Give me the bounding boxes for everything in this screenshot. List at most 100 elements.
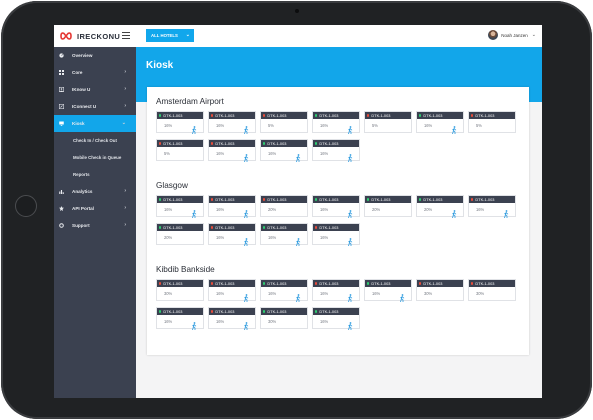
kiosk-tile[interactable]: DTK-1-003 16% xyxy=(416,111,464,135)
walking-person-icon xyxy=(347,317,353,331)
status-dot-icon xyxy=(159,198,162,201)
kiosk-tile[interactable]: DTK-1-003 30% xyxy=(416,279,464,301)
hotel-selector[interactable]: ALL HOTELS ⌄ xyxy=(146,29,194,42)
kiosk-tile[interactable]: DTK-1-003 5% xyxy=(156,139,204,161)
walking-person-icon xyxy=(295,149,301,163)
kiosk-tile[interactable]: DTK-1-003 16% xyxy=(260,223,308,247)
sidebar-item-core[interactable]: Core › xyxy=(54,64,136,81)
sidebar-item-overview[interactable]: Overview xyxy=(54,47,136,64)
sidebar-item-iknow-u[interactable]: IKnow U › xyxy=(54,81,136,98)
sidebar-item-kiosk[interactable]: Kiosk ⌄ xyxy=(54,115,136,132)
kiosk-level: 16% xyxy=(216,319,225,324)
kiosk-tile[interactable]: DTK-1-003 16% xyxy=(208,223,256,247)
sidebar-subitem-mobile-check-in-queue[interactable]: Mobile Check in Queue xyxy=(73,155,122,160)
kiosk-tile[interactable]: DTK-1-003 16% xyxy=(260,139,308,163)
kiosk-tile[interactable]: DTK-1-003 16% xyxy=(312,111,360,135)
kiosk-panel: Amsterdam Airport DTK-1-003 16% DTK-1-003 16… xyxy=(147,87,529,355)
kiosk-tile-header: DTK-1-003 xyxy=(209,224,255,231)
kiosk-tile[interactable]: DTK-1-003 5% xyxy=(364,111,412,133)
kiosk-tile[interactable]: DTK-1-003 20% xyxy=(416,195,464,219)
sidebar-item-label: Support xyxy=(72,223,90,228)
chevron-right-icon: › xyxy=(124,222,126,228)
sidebar-item-iconnect-u[interactable]: IConnect U › xyxy=(54,98,136,115)
sidebar-item-label: API Portal xyxy=(72,206,94,211)
sidebar: Overview Core › IKnow U › IConnect U › Kiosk ⌄ Ch… xyxy=(54,47,136,398)
kiosk-id: DTK-1-003 xyxy=(371,197,391,202)
status-dot-icon xyxy=(263,226,266,229)
kiosk-tile-header: DTK-1-003 xyxy=(365,280,411,287)
walking-person-icon xyxy=(243,289,249,303)
kiosk-id: DTK-1-003 xyxy=(423,197,443,202)
kiosk-tile-header: DTK-1-003 xyxy=(313,308,359,315)
link-icon xyxy=(59,104,64,109)
kiosk-tile-header: DTK-1-003 xyxy=(209,280,255,287)
kiosk-tile[interactable]: DTK-1-003 16% xyxy=(156,195,204,219)
kiosk-tile[interactable]: DTK-1-003 16% xyxy=(312,279,360,303)
kiosk-tile[interactable]: DTK-1-003 16% xyxy=(312,139,360,163)
logo-icon xyxy=(60,32,72,40)
kiosk-tile[interactable]: DTK-1-003 16% xyxy=(156,307,204,331)
kiosk-level: 16% xyxy=(216,207,225,212)
kiosk-tile[interactable]: DTK-1-003 16% xyxy=(468,195,516,219)
user-menu[interactable]: Noah Janzen ⌄ xyxy=(488,30,536,40)
menu-toggle-icon[interactable] xyxy=(122,32,130,39)
logo[interactable]: IRECKONU xyxy=(58,30,120,42)
kiosk-tile[interactable]: DTK-1-003 16% xyxy=(364,279,412,303)
status-dot-icon xyxy=(211,198,214,201)
kiosk-level: 16% xyxy=(164,207,173,212)
kiosk-tile-header: DTK-1-003 xyxy=(365,196,411,203)
kiosk-id: DTK-1-003 xyxy=(319,113,339,118)
kiosk-tile[interactable]: DTK-1-003 20% xyxy=(156,223,204,245)
walking-person-icon xyxy=(451,121,457,135)
kiosk-tile[interactable]: DTK-1-003 16% xyxy=(312,223,360,247)
kiosk-tile[interactable]: DTK-1-003 30% xyxy=(468,279,516,301)
user-name: Noah Janzen xyxy=(501,32,528,38)
kiosk-tile[interactable]: DTK-1-003 16% xyxy=(312,307,360,331)
kiosk-level: 16% xyxy=(164,319,173,324)
status-dot-icon xyxy=(211,114,214,117)
kiosk-tile-header: DTK-1-003 xyxy=(261,196,307,203)
home-button[interactable] xyxy=(15,195,37,217)
top-bar: IRECKONU ALL HOTELS ⌄ Noah Janzen ⌄ xyxy=(54,25,542,48)
kiosk-tile[interactable]: DTK-1-003 16% xyxy=(208,279,256,303)
kiosk-tile-header: DTK-1-003 xyxy=(313,112,359,119)
chevron-right-icon: › xyxy=(124,86,126,92)
status-dot-icon xyxy=(211,142,214,145)
kiosk-level: 5% xyxy=(268,123,274,128)
kiosk-tile[interactable]: DTK-1-003 16% xyxy=(208,111,256,135)
sidebar-item-label: Analytics xyxy=(72,189,93,194)
kiosk-tile[interactable]: DTK-1-003 20% xyxy=(364,195,412,217)
chevron-right-icon: › xyxy=(124,103,126,109)
kiosk-tile[interactable]: DTK-1-003 5% xyxy=(260,111,308,133)
kiosk-tile[interactable]: DTK-1-003 16% xyxy=(208,307,256,331)
kiosk-id: DTK-1-003 xyxy=(371,113,391,118)
sidebar-item-analytics[interactable]: Analytics › xyxy=(54,183,136,200)
kiosk-tile[interactable]: DTK-1-003 30% xyxy=(260,307,308,329)
kiosk-tile[interactable]: DTK-1-003 16% xyxy=(312,195,360,219)
kiosk-tile-header: DTK-1-003 xyxy=(209,140,255,147)
status-dot-icon xyxy=(471,198,474,201)
status-dot-icon xyxy=(211,310,214,313)
sidebar-subitem-reports[interactable]: Reports xyxy=(73,172,90,177)
sidebar-subitem-check-in-check-out[interactable]: Check In / Check Out xyxy=(73,138,117,143)
kiosk-tile-header: DTK-1-003 xyxy=(157,280,203,287)
kiosk-tile-header: DTK-1-003 xyxy=(157,308,203,315)
sidebar-item-support[interactable]: Support › xyxy=(54,217,136,234)
status-dot-icon xyxy=(159,310,162,313)
kiosk-tile[interactable]: DTK-1-003 16% xyxy=(208,195,256,219)
kiosk-tile[interactable]: DTK-1-003 30% xyxy=(156,279,204,301)
kiosk-tile[interactable]: DTK-1-003 5% xyxy=(468,111,516,133)
kiosk-tile[interactable]: DTK-1-003 16% xyxy=(208,139,256,163)
kiosk-tile-header: DTK-1-003 xyxy=(313,224,359,231)
sidebar-item-label: IConnect U xyxy=(72,104,97,109)
kiosk-tile[interactable]: DTK-1-003 16% xyxy=(156,111,204,135)
kiosk-tile[interactable]: DTK-1-003 20% xyxy=(260,195,308,217)
walking-person-icon xyxy=(399,289,405,303)
status-dot-icon xyxy=(471,282,474,285)
sidebar-item-api-portal[interactable]: API Portal › xyxy=(54,200,136,217)
status-dot-icon xyxy=(419,282,422,285)
kiosk-level: 16% xyxy=(164,123,173,128)
kiosk-tile-header: DTK-1-003 xyxy=(313,196,359,203)
kiosk-tile[interactable]: DTK-1-003 16% xyxy=(260,279,308,303)
logo-text: IRECKONU xyxy=(77,31,121,41)
